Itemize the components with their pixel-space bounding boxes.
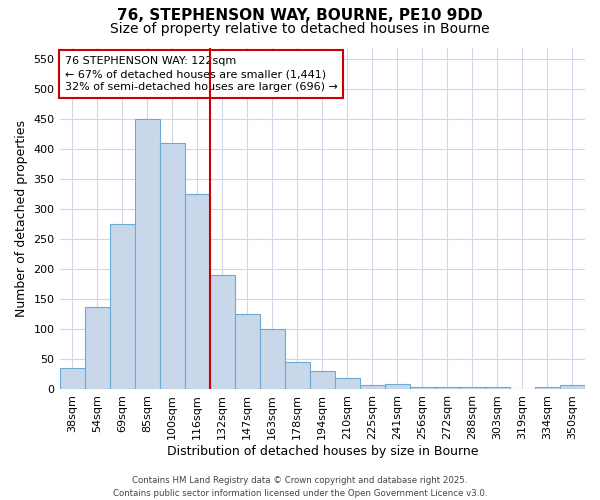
Bar [285,362,310,389]
Bar [485,387,510,389]
Bar [235,314,260,389]
Bar [460,387,485,389]
Bar [134,120,160,389]
X-axis label: Distribution of detached houses by size in Bourne: Distribution of detached houses by size … [167,444,478,458]
Bar [185,194,209,389]
Text: Size of property relative to detached houses in Bourne: Size of property relative to detached ho… [110,22,490,36]
Text: 76, STEPHENSON WAY, BOURNE, PE10 9DD: 76, STEPHENSON WAY, BOURNE, PE10 9DD [117,8,483,22]
Bar [110,224,134,389]
Text: Contains HM Land Registry data © Crown copyright and database right 2025.
Contai: Contains HM Land Registry data © Crown c… [113,476,487,498]
Bar [260,329,285,389]
Bar [310,371,335,389]
Bar [59,368,85,389]
Bar [209,275,235,389]
Text: 76 STEPHENSON WAY: 122sqm
← 67% of detached houses are smaller (1,441)
32% of se: 76 STEPHENSON WAY: 122sqm ← 67% of detac… [65,56,338,92]
Bar [360,386,385,389]
Bar [85,308,110,389]
Bar [535,387,560,389]
Bar [560,386,585,389]
Bar [410,386,435,389]
Bar [335,378,360,389]
Y-axis label: Number of detached properties: Number of detached properties [15,120,28,316]
Bar [435,386,460,389]
Bar [160,144,185,389]
Bar [385,384,410,389]
